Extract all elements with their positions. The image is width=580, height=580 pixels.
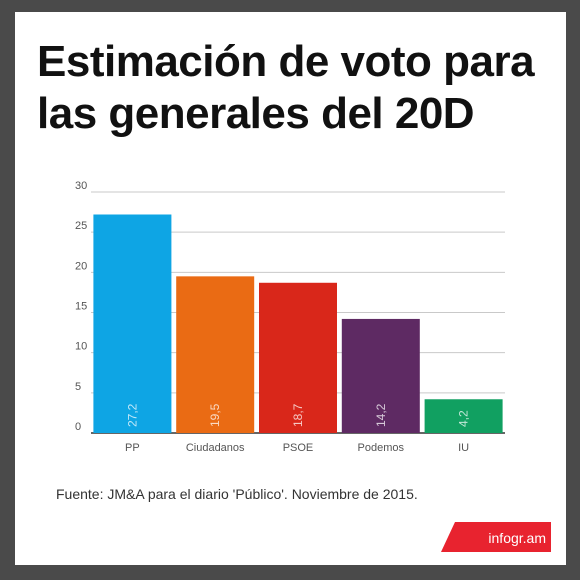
bar-chart: 0 5 10 15 20 25 30 27,2 PP 19,5 Ciudadanos 18,7 PSOE… <box>75 180 505 454</box>
bar-value-label: 27,2 <box>125 403 139 427</box>
bar-ciudadanos[interactable] <box>176 276 255 433</box>
x-tick-label: IU <box>458 442 469 454</box>
chart-card: Estimación de voto para las generales de… <box>15 12 566 565</box>
bar-podemos[interactable] <box>341 318 420 433</box>
y-tick-label: 20 <box>75 260 87 272</box>
y-tick-label: 30 <box>75 180 87 192</box>
y-tick-label: 25 <box>75 220 87 232</box>
bar-pp[interactable] <box>93 214 172 433</box>
y-tick-label: 5 <box>75 381 81 393</box>
x-tick-label: PP <box>125 442 140 454</box>
bar-value-label: 14,2 <box>374 403 388 427</box>
y-tick-label: 15 <box>75 301 87 313</box>
x-tick-label: Ciudadanos <box>186 442 245 454</box>
bar-psoe[interactable] <box>259 282 337 433</box>
bar-value-label: 4,2 <box>457 410 471 427</box>
x-tick-label: PSOE <box>283 442 314 454</box>
bar-value-label: 19,5 <box>208 403 222 427</box>
chart-title: Estimación de voto para las generales de… <box>37 37 535 138</box>
y-tick-label: 10 <box>75 341 87 353</box>
y-tick-label: 0 <box>75 421 81 433</box>
logo-shape <box>441 522 551 552</box>
infogram-logo[interactable] <box>441 522 551 552</box>
bar-value-label: 18,7 <box>291 403 305 427</box>
source-note: Fuente: JM&A para el diario 'Público'. N… <box>56 486 418 502</box>
logo-text[interactable]: infogr.am <box>488 530 546 546</box>
bar-iu[interactable] <box>424 399 503 433</box>
x-tick-label: Podemos <box>358 442 405 454</box>
